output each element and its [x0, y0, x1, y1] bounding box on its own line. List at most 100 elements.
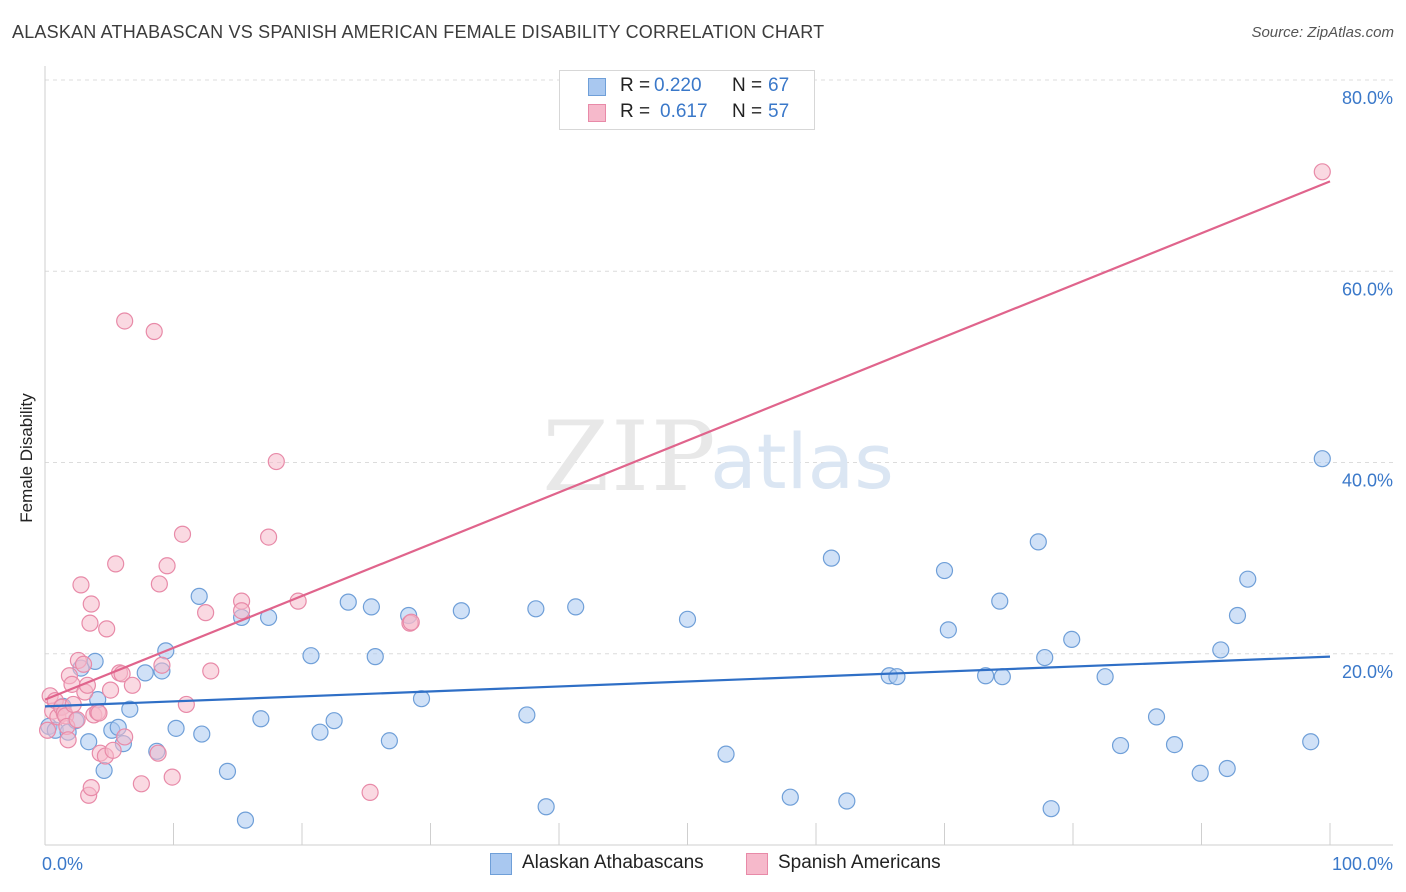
watermark: ZIP atlas — [542, 401, 893, 513]
athabascan-point — [1239, 570, 1257, 588]
athabascan-point — [939, 621, 957, 639]
athabascan-point — [537, 798, 555, 816]
athabascan-point — [1036, 648, 1054, 667]
spanish-point — [74, 655, 93, 673]
athabascan-point — [1042, 800, 1060, 818]
legend-n-label: N = — [732, 75, 763, 96]
y-tick-label: 40.0% — [1342, 471, 1393, 491]
athabascan-point — [95, 761, 113, 780]
spanish-point — [259, 528, 278, 546]
spanish-point — [90, 704, 108, 722]
chart-title: ALASKAN ATHABASCAN VS SPANISH AMERICAN F… — [12, 22, 825, 42]
spanish-point — [82, 595, 100, 613]
spanish-point — [98, 620, 116, 638]
spanish-point — [150, 575, 168, 593]
legend-swatch-blue — [588, 78, 606, 96]
athabascan-point — [80, 733, 98, 751]
athabascan-point — [252, 710, 270, 728]
x-tick-label: 0.0% — [42, 854, 83, 874]
athabascan-point — [339, 593, 357, 611]
athabascan-point — [218, 762, 237, 780]
athabascan-point — [380, 732, 398, 750]
athabascan-trend-line — [44, 655, 1331, 708]
spanish-point — [123, 676, 141, 694]
athabascan-point — [1063, 630, 1081, 649]
watermark-atlas: atlas — [710, 417, 894, 506]
athabascan-point — [977, 667, 995, 685]
legend-n-value: 67 — [768, 75, 790, 96]
spanish-point — [153, 656, 171, 674]
bottom-legend-swatch-pink — [746, 853, 768, 875]
athabascan-point — [1313, 450, 1331, 468]
athabascan-point — [518, 706, 536, 724]
athabascan-point — [167, 719, 185, 737]
spanish-point — [1313, 163, 1331, 181]
athabascan-point — [366, 648, 384, 666]
athabascan-point — [121, 700, 139, 718]
chart-source: Source: ZipAtlas.com — [1251, 24, 1394, 41]
spanish-point — [59, 731, 77, 749]
athabascan-point — [1302, 733, 1320, 751]
legend-n-value: 57 — [768, 101, 790, 122]
correlation-legend: R = 0.220 N = 67 R = 0.617 N = 57 — [559, 70, 815, 130]
legend-r-value: 0.220 — [654, 75, 702, 96]
legend-n-label: N = — [732, 101, 763, 122]
athabascan-point — [1111, 736, 1130, 755]
bottom-legend-swatch-blue — [490, 853, 512, 875]
athabascan-point — [822, 549, 841, 567]
athabascan-point — [1218, 759, 1236, 778]
legend-r-label: R = — [620, 75, 651, 96]
x-tick-label: 100.0% — [1332, 854, 1393, 874]
athabascan-point — [567, 598, 585, 616]
spanish-point — [81, 614, 99, 632]
legend-swatch-pink — [588, 104, 606, 122]
spanish-point — [202, 662, 220, 680]
athabascan-point — [452, 602, 470, 620]
athabascan-point — [888, 668, 906, 686]
spanish-point — [38, 721, 57, 739]
athabascan-point — [325, 712, 343, 730]
spanish-point — [145, 322, 163, 341]
spanish-point — [267, 452, 285, 471]
athabascan-point — [1029, 533, 1047, 551]
athabascan-point — [991, 592, 1009, 610]
data-points — [38, 163, 1331, 829]
athabascan-point — [236, 811, 255, 829]
gridlines — [45, 79, 1393, 655]
spanish-point — [104, 741, 122, 759]
athabascan-point — [311, 723, 329, 741]
spanish-point — [68, 711, 86, 729]
athabascan-point — [136, 664, 154, 682]
athabascan-point — [1147, 708, 1166, 726]
legend-r-label: R = — [620, 101, 651, 122]
spanish-point — [361, 783, 379, 802]
spanish-point — [173, 525, 192, 543]
athabascan-point — [362, 598, 380, 616]
spanish-point — [158, 557, 176, 575]
spanish-point — [402, 613, 420, 631]
spanish-point — [107, 555, 125, 573]
spanish-point — [116, 312, 134, 330]
athabascan-point — [1096, 668, 1114, 686]
spanish-point — [82, 779, 100, 797]
y-tick-label: 80.0% — [1342, 88, 1393, 108]
athabascan-point — [1228, 606, 1247, 625]
watermark-zip: ZIP — [542, 401, 717, 513]
spanish-point — [149, 744, 167, 762]
y-tick-label: 20.0% — [1342, 662, 1393, 682]
spanish-point — [233, 602, 251, 620]
spanish-trend-line — [44, 180, 1331, 701]
trend-lines — [44, 180, 1331, 708]
spanish-point — [163, 768, 181, 786]
athabascan-point — [1191, 764, 1209, 782]
athabascan-point — [302, 647, 320, 665]
legend-r-value: 0.617 — [660, 101, 708, 122]
bottom-legend-label: Alaskan Athabascans — [522, 852, 704, 873]
athabascan-point — [193, 725, 211, 743]
athabascan-point — [838, 792, 856, 810]
athabascan-point — [190, 587, 208, 605]
athabascan-point — [993, 668, 1011, 686]
spanish-point — [132, 775, 150, 793]
athabascan-point — [412, 690, 431, 708]
